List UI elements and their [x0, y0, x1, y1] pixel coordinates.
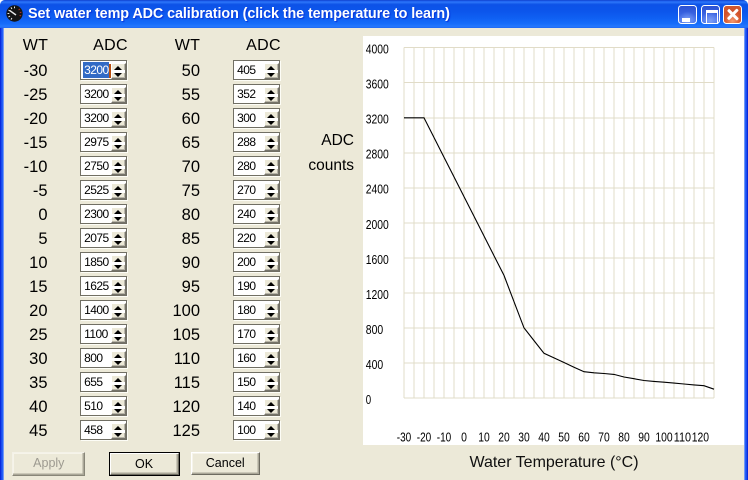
svg-text:30: 30: [518, 429, 530, 444]
svg-text:1200: 1200: [366, 287, 389, 302]
svg-text:-30: -30: [397, 429, 412, 444]
svg-text:100: 100: [655, 429, 672, 444]
svg-text:-10: -10: [437, 429, 452, 444]
svg-text:10: 10: [478, 429, 490, 444]
svg-text:4000: 4000: [366, 42, 389, 57]
svg-text:3600: 3600: [366, 77, 389, 92]
svg-text:70: 70: [598, 429, 610, 444]
svg-text:-20: -20: [417, 429, 432, 444]
svg-text:3200: 3200: [366, 112, 389, 127]
svg-text:0: 0: [461, 429, 467, 444]
svg-text:2000: 2000: [366, 217, 389, 232]
svg-text:50: 50: [558, 429, 570, 444]
svg-text:0: 0: [366, 392, 371, 407]
svg-text:110: 110: [674, 429, 691, 444]
svg-text:2400: 2400: [366, 182, 389, 197]
svg-text:1600: 1600: [366, 252, 389, 267]
svg-text:40: 40: [538, 429, 550, 444]
svg-text:2800: 2800: [366, 147, 389, 162]
svg-text:20: 20: [498, 429, 510, 444]
svg-text:800: 800: [366, 322, 383, 337]
svg-text:60: 60: [578, 429, 590, 444]
svg-text:90: 90: [638, 429, 650, 444]
svg-text:80: 80: [618, 429, 630, 444]
svg-text:400: 400: [366, 357, 383, 372]
svg-text:120: 120: [692, 429, 709, 444]
